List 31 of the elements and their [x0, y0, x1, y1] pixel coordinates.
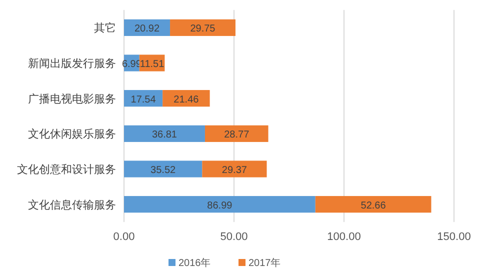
bar — [124, 196, 316, 213]
legend-label: 2016年 — [178, 257, 211, 269]
y-tick-label: 其它 — [94, 22, 116, 35]
data-label: 29.37 — [222, 165, 248, 176]
data-label: 20.92 — [134, 24, 160, 35]
data-label: 86.99 — [207, 200, 233, 212]
y-tick-label: 文化创意和设计服务 — [17, 163, 116, 176]
bar — [315, 196, 432, 213]
x-tick-label: 50.00 — [220, 231, 248, 243]
y-tick-label: 文化休闲娱乐服务 — [28, 128, 116, 141]
data-label: 52.66 — [360, 200, 386, 212]
bar — [202, 160, 267, 178]
data-label: 17.54 — [130, 94, 156, 106]
bar — [124, 160, 202, 178]
data-label: 29.75 — [190, 24, 216, 35]
data-label: 28.77 — [224, 130, 250, 141]
y-tick-label: 文化信息传输服务 — [28, 198, 116, 212]
data-label: 36.81 — [152, 130, 178, 141]
x-tick-label: 0.00 — [113, 231, 135, 243]
y-tick-label: 广播电视电影服务 — [28, 92, 116, 106]
data-label: 21.46 — [174, 94, 200, 106]
bar — [124, 125, 205, 142]
legend-label: 2017年 — [248, 257, 281, 269]
bar — [204, 125, 268, 142]
x-tick-label: 100.00 — [327, 231, 361, 243]
data-label: 35.52 — [150, 165, 176, 176]
data-label: 11.51 — [140, 59, 165, 70]
bar — [162, 90, 210, 107]
y-tick-label: 新闻出版发行服务 — [28, 57, 116, 70]
bar — [170, 19, 236, 36]
x-tick-label: 150.00 — [437, 231, 471, 243]
